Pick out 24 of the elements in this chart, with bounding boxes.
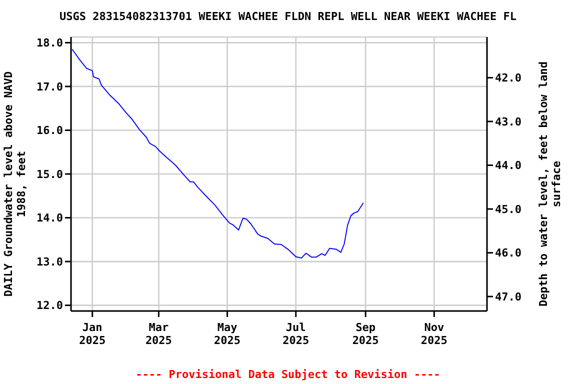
text: ---- Provisional Data Subject to Revision ---- — [134, 368, 442, 381]
x-tick-label: Jan 2025 — [79, 321, 106, 347]
y-tick-label: 15.0 — [36, 168, 63, 181]
x-tick-label: Jul 2025 — [282, 321, 310, 347]
y-tick-label: 14.0 — [36, 212, 63, 225]
y2-tick-label: 45.0 — [495, 202, 522, 216]
y2-tick-label: 42.0 — [495, 72, 522, 85]
y2-axis-title: Depth to water level, feet below land surface — [537, 60, 564, 309]
y2-tick-label: 47.0 — [495, 290, 522, 304]
y2-tick-label: 44.0 — [495, 159, 522, 172]
y-tick-label: 16.0 — [36, 124, 63, 138]
y-tick-label: 12.0 — [36, 299, 63, 312]
x-tick-label: Mar 2025 — [145, 321, 172, 347]
y-tick-label: 18.0 — [36, 36, 63, 50]
y2-tick-label: 43.0 — [495, 115, 522, 128]
line-series — [72, 48, 364, 259]
chart-title: USGS 283154082313701 WEEKI WACHEE FLDN REPL WELL NEAR WEEKI WACHEE FL — [58, 10, 518, 23]
x-tick-label: Nov 2025 — [420, 321, 448, 347]
y-tick-label: 13.0 — [36, 255, 63, 268]
x-tick-label: Sep 2025 — [352, 321, 379, 347]
y2-tick-label: 46.0 — [495, 246, 522, 260]
y-tick-label: 17.0 — [36, 80, 63, 94]
y-axis-title: DAILY Groundwater level above NAVD 1988, feet — [2, 70, 29, 299]
x-tick-label: May 2025 — [214, 321, 241, 347]
